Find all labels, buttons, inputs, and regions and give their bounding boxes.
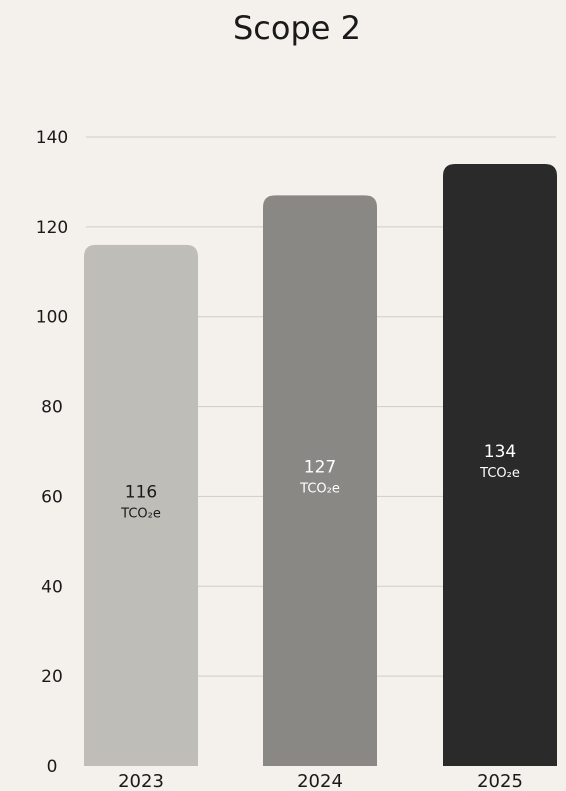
chart-title: Scope 2 xyxy=(233,9,361,47)
bars: 116 TCO₂e 127 TCO₂e 134 TCO₂e xyxy=(84,163,557,767)
y-tick-label: 20 xyxy=(41,667,63,687)
y-tick-label: 80 xyxy=(41,398,63,418)
bar-value-label: 116 xyxy=(125,482,157,502)
bar-2025 xyxy=(443,163,557,766)
y-axis-tick-labels: 0 20 40 60 80 100 120 140 xyxy=(36,128,68,777)
bar-unit-label: TCO₂e xyxy=(479,466,520,481)
y-tick-label: 120 xyxy=(36,218,68,238)
y-tick-label: 140 xyxy=(36,128,68,148)
bar-value-label: 134 xyxy=(484,442,516,462)
y-tick-label: 60 xyxy=(41,487,63,507)
bar-unit-label: TCO₂e xyxy=(120,506,161,521)
y-tick-label: 0 xyxy=(47,757,58,777)
y-tick-label: 40 xyxy=(41,577,63,597)
bar-unit-label: TCO₂e xyxy=(299,482,340,497)
x-axis-tick-labels: 2023 2024 2025 xyxy=(118,771,523,791)
bar-2023 xyxy=(84,244,198,767)
x-tick-label: 2025 xyxy=(477,771,523,791)
x-tick-label: 2024 xyxy=(297,771,343,791)
y-tick-label: 100 xyxy=(36,308,68,328)
bar-value-label: 127 xyxy=(304,458,336,478)
bar-2024 xyxy=(263,195,377,766)
x-tick-label: 2023 xyxy=(118,771,164,791)
